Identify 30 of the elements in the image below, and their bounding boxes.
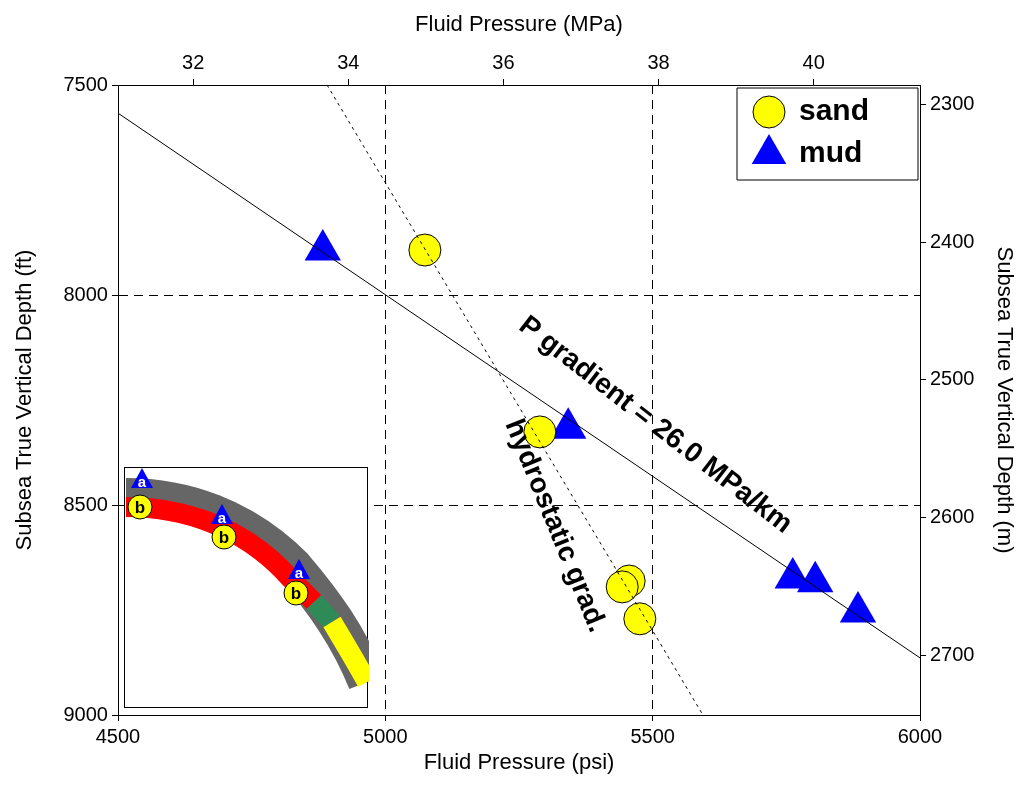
y-axis-title: Subsea True Vertical Depth (ft): [11, 249, 37, 551]
y2-tick-label: 2400: [930, 229, 975, 252]
x-tick-label: 5500: [630, 724, 675, 747]
annotation: b: [134, 498, 146, 517]
y2-tick-label: 2300: [930, 91, 975, 114]
x2-tick-label: 34: [337, 50, 360, 73]
y2-tick-label: 2700: [930, 642, 975, 665]
y2-axis-title: Subsea True Vertical Depth (m): [992, 246, 1018, 554]
x2-axis-title: Fluid Pressure (MPa): [415, 11, 623, 37]
text: a: [217, 509, 227, 526]
x2-tick-label: 38: [647, 50, 670, 73]
x2-tick-label: 40: [802, 50, 825, 73]
annotation: a: [137, 473, 147, 490]
y2-tick-label: 2600: [930, 505, 975, 528]
x-axis-title: Fluid Pressure (psi): [423, 748, 615, 774]
y-tick-label: 8500: [63, 492, 108, 515]
text: b: [290, 584, 302, 603]
legend-label: sand: [799, 93, 870, 127]
y-tick-label: 8000: [63, 282, 108, 305]
y-tick-label: 7500: [63, 72, 108, 95]
y2-tick-label: 2500: [930, 367, 975, 390]
x2-tick-label: 32: [182, 50, 205, 73]
y-tick-label: 9000: [63, 702, 108, 725]
x-tick-label: 6000: [897, 724, 943, 747]
x-tick-label: 5000: [363, 724, 408, 747]
legend-label: mud: [799, 135, 863, 169]
text: b: [218, 528, 230, 547]
text: a: [294, 564, 304, 581]
x2-tick-label: 36: [492, 50, 515, 73]
x-tick-label: 4500: [95, 724, 141, 747]
